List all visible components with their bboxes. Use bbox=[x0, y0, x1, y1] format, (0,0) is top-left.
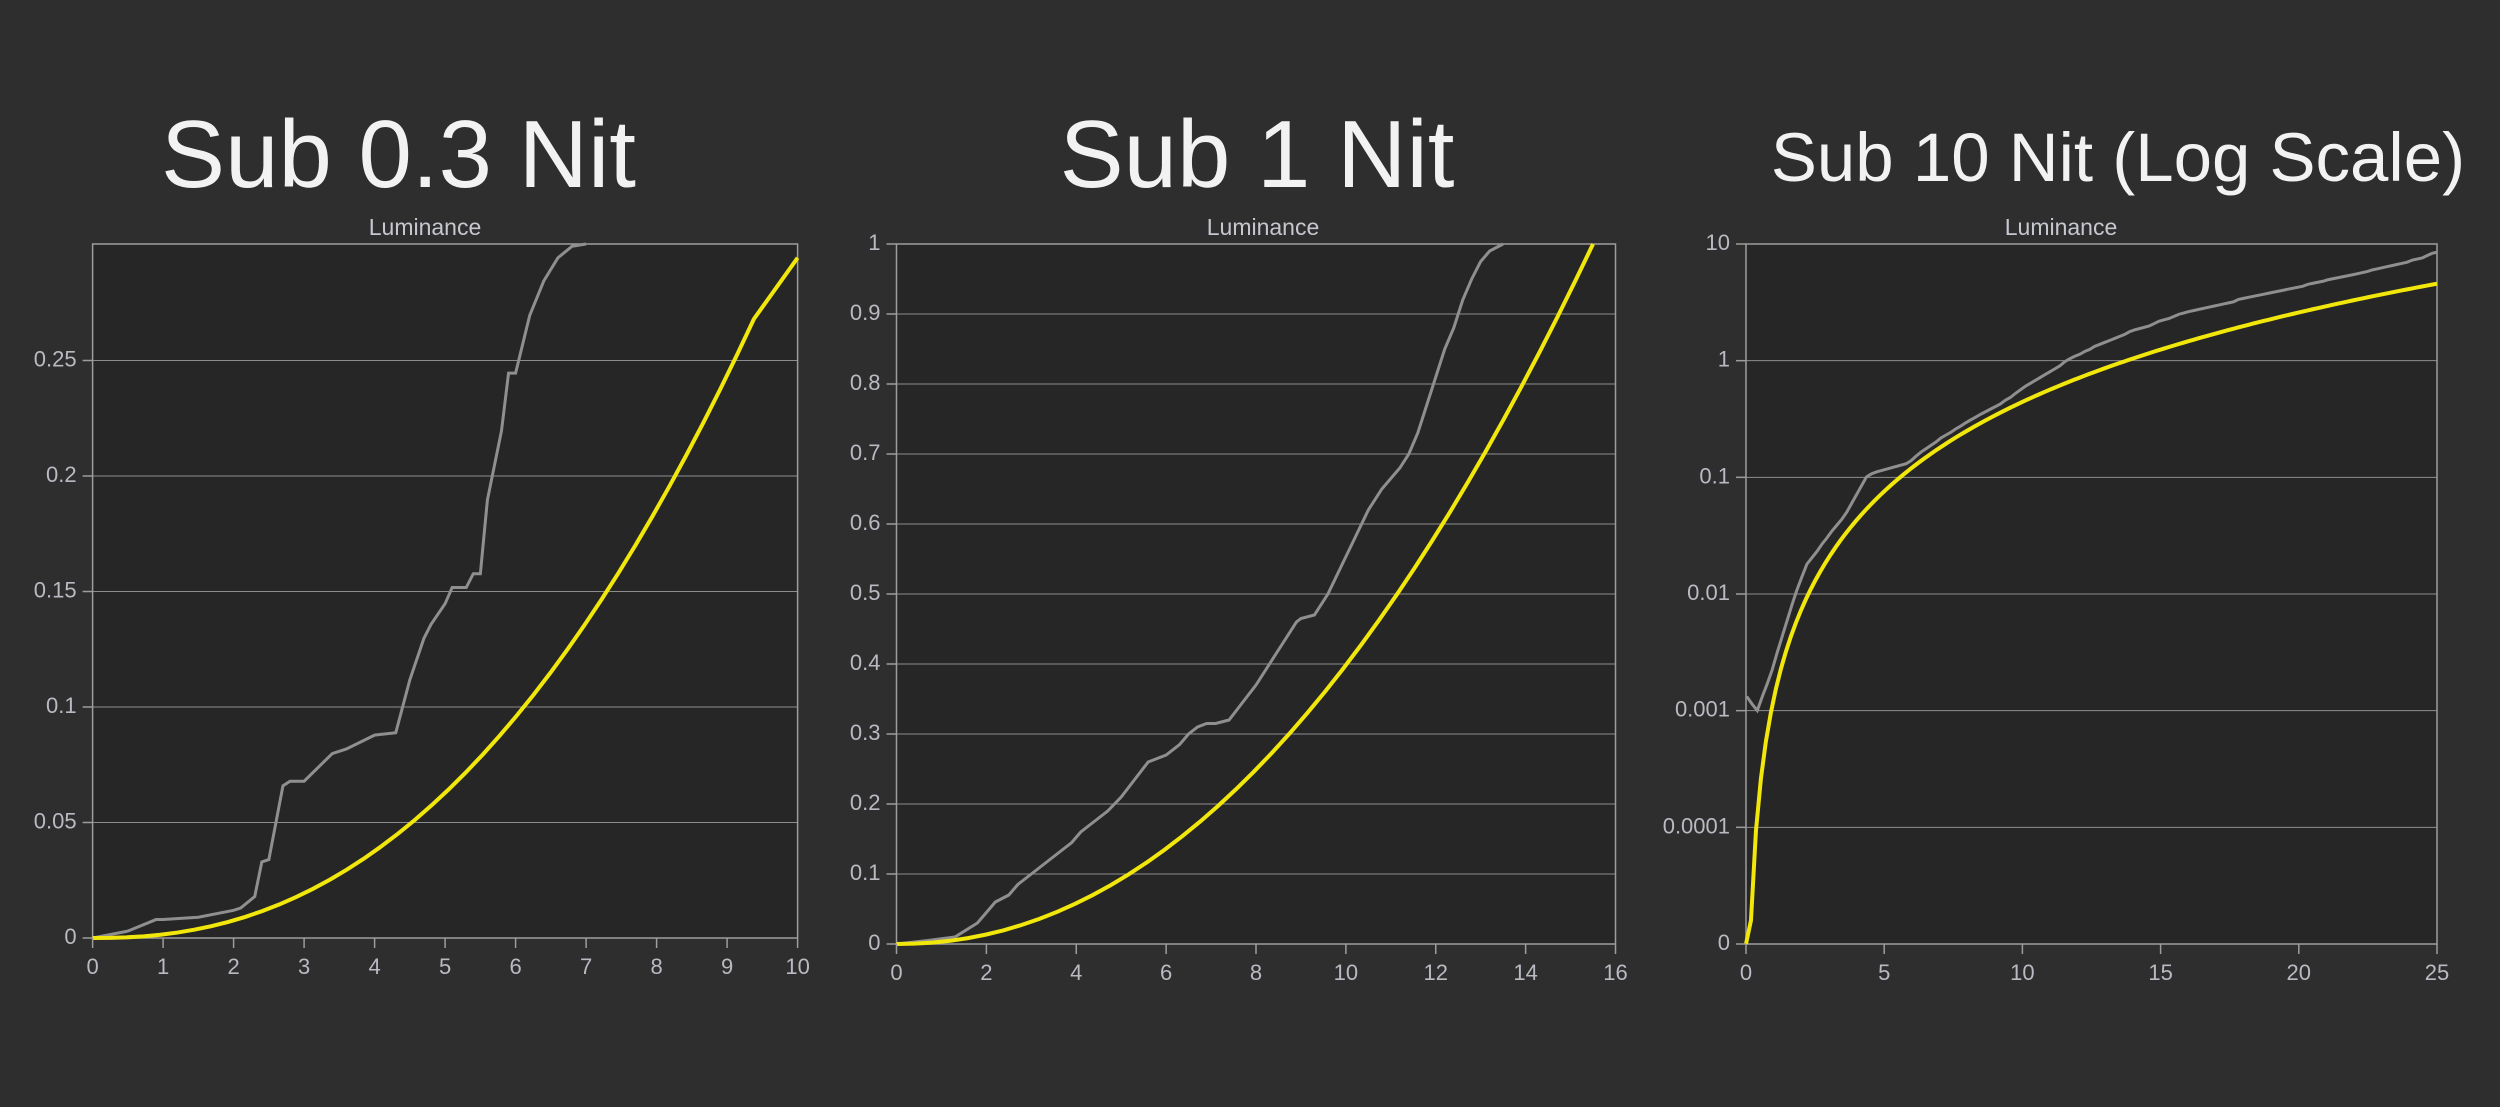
svg-text:2: 2 bbox=[227, 954, 239, 979]
svg-text:2: 2 bbox=[980, 960, 992, 985]
svg-text:0.25: 0.25 bbox=[34, 347, 77, 372]
svg-text:Luminance: Luminance bbox=[1207, 214, 1320, 240]
svg-text:25: 25 bbox=[2425, 960, 2449, 985]
svg-text:0.01: 0.01 bbox=[1687, 580, 1730, 605]
svg-text:0.7: 0.7 bbox=[850, 440, 881, 465]
svg-text:0.4: 0.4 bbox=[850, 650, 881, 675]
svg-text:20: 20 bbox=[2287, 960, 2311, 985]
svg-text:4: 4 bbox=[368, 954, 380, 979]
svg-text:1: 1 bbox=[1718, 347, 1730, 372]
svg-text:0: 0 bbox=[86, 954, 98, 979]
svg-text:3: 3 bbox=[298, 954, 310, 979]
svg-text:0.1: 0.1 bbox=[1699, 463, 1730, 488]
svg-text:0.1: 0.1 bbox=[850, 860, 881, 885]
svg-text:0.6: 0.6 bbox=[850, 510, 881, 535]
svg-text:10: 10 bbox=[1706, 230, 1730, 255]
svg-text:6: 6 bbox=[1160, 960, 1172, 985]
svg-text:0.1: 0.1 bbox=[46, 693, 77, 718]
svg-text:8: 8 bbox=[1250, 960, 1262, 985]
svg-text:0.0001: 0.0001 bbox=[1663, 813, 1730, 838]
svg-text:10: 10 bbox=[785, 954, 809, 979]
svg-text:0.15: 0.15 bbox=[34, 578, 77, 603]
svg-text:5: 5 bbox=[439, 954, 451, 979]
svg-text:12: 12 bbox=[1424, 960, 1448, 985]
svg-text:0.05: 0.05 bbox=[34, 809, 77, 834]
svg-text:1: 1 bbox=[157, 954, 169, 979]
svg-text:0: 0 bbox=[890, 960, 902, 985]
svg-text:Luminance: Luminance bbox=[2005, 214, 2118, 240]
svg-text:8: 8 bbox=[650, 954, 662, 979]
svg-text:15: 15 bbox=[2148, 960, 2172, 985]
svg-text:9: 9 bbox=[721, 954, 733, 979]
svg-text:0.2: 0.2 bbox=[46, 462, 77, 487]
svg-text:5: 5 bbox=[1878, 960, 1890, 985]
svg-text:1: 1 bbox=[868, 230, 880, 255]
svg-text:10: 10 bbox=[2010, 960, 2034, 985]
svg-text:Luminance: Luminance bbox=[369, 214, 482, 240]
svg-text:7: 7 bbox=[580, 954, 592, 979]
svg-text:16: 16 bbox=[1603, 960, 1627, 985]
svg-text:14: 14 bbox=[1513, 960, 1537, 985]
svg-text:0.5: 0.5 bbox=[850, 580, 881, 605]
svg-text:0.8: 0.8 bbox=[850, 370, 881, 395]
svg-text:0.2: 0.2 bbox=[850, 790, 881, 815]
svg-text:0: 0 bbox=[64, 924, 76, 949]
svg-text:0: 0 bbox=[1740, 960, 1752, 985]
svg-text:0: 0 bbox=[868, 930, 880, 955]
svg-text:0: 0 bbox=[1718, 930, 1730, 955]
svg-text:0.9: 0.9 bbox=[850, 300, 881, 325]
svg-text:10: 10 bbox=[1334, 960, 1358, 985]
svg-text:4: 4 bbox=[1070, 960, 1082, 985]
svg-text:6: 6 bbox=[509, 954, 521, 979]
svg-text:0.3: 0.3 bbox=[850, 720, 881, 745]
svg-text:0.001: 0.001 bbox=[1675, 697, 1730, 722]
